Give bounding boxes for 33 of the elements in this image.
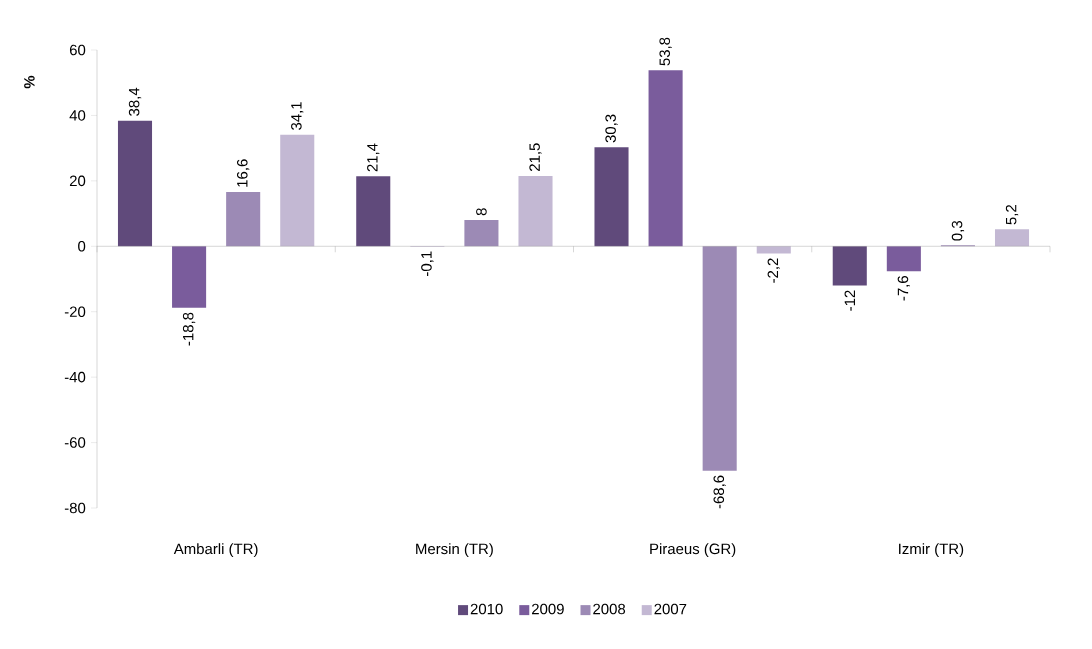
legend-label: 2007 <box>654 603 687 615</box>
data-label: 8 <box>476 208 487 216</box>
x-tick-label: Ambarli (TR) <box>173 543 258 558</box>
data-label: -12 <box>844 290 855 311</box>
data-label: 5,2 <box>1005 205 1019 225</box>
y-tick-label: 60 <box>69 44 86 56</box>
y-tick-label: -60 <box>64 437 86 448</box>
data-label: 16,6 <box>236 159 250 187</box>
y-tick-label: -40 <box>64 371 86 383</box>
data-label: 34,1 <box>291 102 304 130</box>
data-label: -2,2 <box>767 258 780 283</box>
legend-label: 2010 <box>470 603 503 615</box>
data-label: -18,8 <box>182 312 196 346</box>
data-label: -0,1 <box>421 251 434 276</box>
x-tick-label: Mersin (TR) <box>416 543 493 558</box>
data-label: 0,3 <box>951 220 965 241</box>
data-label: 21,4 <box>367 143 380 172</box>
y-tick-label: 20 <box>69 175 86 187</box>
y-tick-label: 0 <box>78 240 86 252</box>
legend-label: 2008 <box>593 603 626 615</box>
data-label: 21,5 <box>529 143 542 171</box>
data-label: -7,6 <box>897 276 911 301</box>
x-tick-label: Piraeus (GR) <box>650 543 736 558</box>
legend-label: 2009 <box>532 603 564 615</box>
x-tick-label: Izmir (TR) <box>899 543 964 558</box>
y-tick-label: -80 <box>64 502 86 514</box>
y-tick-label: -20 <box>64 306 86 317</box>
data-label: 38,4 <box>128 87 142 116</box>
data-label: 53,8 <box>659 37 672 66</box>
data-label: -68,6 <box>713 475 726 509</box>
y-axis-title: % <box>24 75 35 89</box>
y-tick-label: 40 <box>69 110 86 121</box>
data-label: 30,3 <box>605 114 618 143</box>
